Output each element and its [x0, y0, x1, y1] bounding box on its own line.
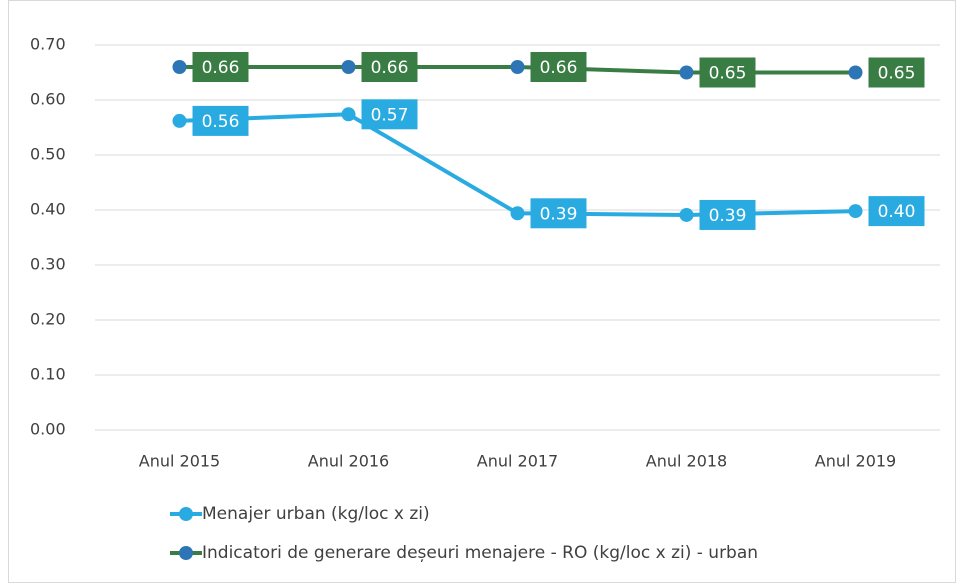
x-tick-label: Anul 2019 [815, 452, 896, 471]
y-tick-label: 0.70 [30, 35, 66, 54]
x-tick-label: Anul 2018 [646, 452, 727, 471]
data-label-box [192, 52, 249, 82]
data-label: 0.65 [709, 64, 747, 84]
chart-border [8, 0, 956, 583]
marker [848, 65, 863, 80]
legend-marker [179, 546, 193, 560]
data-label: 0.57 [371, 105, 409, 125]
data-label-box [530, 198, 587, 229]
y-tick-label: 0.50 [30, 145, 66, 164]
marker [510, 206, 525, 221]
y-tick-label: 0.60 [30, 90, 66, 109]
x-tick-label: Anul 2015 [139, 452, 220, 471]
y-tick-label: 0.00 [30, 420, 66, 439]
data-label-box [699, 57, 756, 88]
legend-label: Menajer urban (kg/loc x zi) [202, 504, 430, 524]
data-label: 0.40 [878, 202, 916, 222]
data-label: 0.66 [540, 58, 578, 78]
marker [679, 65, 694, 80]
data-label-box [530, 52, 587, 82]
marker [172, 60, 187, 74]
x-tick-label: Anul 2017 [477, 452, 558, 471]
marker [341, 107, 356, 122]
data-label: 0.65 [878, 64, 916, 84]
data-label-box [868, 196, 925, 227]
y-tick-label: 0.30 [30, 255, 66, 274]
data-label: 0.39 [709, 206, 747, 226]
data-label: 0.66 [202, 58, 240, 78]
data-label: 0.39 [540, 204, 578, 224]
y-tick-label: 0.20 [30, 310, 66, 329]
y-tick-label: 0.40 [30, 200, 66, 219]
data-label-box [868, 57, 925, 88]
marker [172, 113, 187, 128]
marker [510, 60, 525, 74]
marker [679, 207, 694, 222]
data-label: 0.56 [202, 112, 240, 132]
marker [341, 60, 356, 74]
x-tick-label: Anul 2016 [308, 452, 389, 471]
marker [848, 204, 863, 219]
data-label-box [699, 199, 756, 230]
legend-marker [179, 507, 193, 521]
legend-label: Indicatori de generare deșeuri menajere … [202, 543, 758, 563]
data-label-box [361, 52, 418, 82]
y-tick-label: 0.10 [30, 365, 66, 384]
data-label-box [192, 105, 249, 136]
data-label: 0.66 [371, 58, 409, 78]
data-label-box [361, 99, 418, 130]
